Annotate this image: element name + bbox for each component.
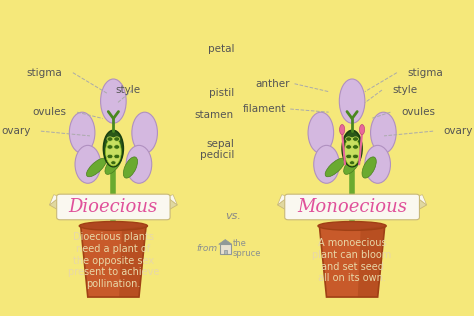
Ellipse shape [344, 154, 361, 174]
Ellipse shape [69, 112, 95, 153]
Polygon shape [49, 197, 60, 211]
Ellipse shape [79, 222, 147, 230]
Ellipse shape [314, 145, 339, 183]
Text: vs.: vs. [225, 211, 241, 222]
Ellipse shape [132, 112, 157, 153]
Text: petal: petal [208, 44, 234, 54]
Ellipse shape [86, 158, 106, 177]
Circle shape [114, 145, 120, 149]
Ellipse shape [106, 137, 121, 166]
Circle shape [114, 154, 120, 159]
Text: Dioecious: Dioecious [69, 198, 158, 216]
Circle shape [107, 137, 113, 141]
Ellipse shape [365, 145, 391, 183]
Polygon shape [277, 197, 288, 211]
Polygon shape [277, 195, 288, 205]
Ellipse shape [325, 158, 345, 177]
Circle shape [349, 161, 355, 165]
Text: A monoecious
plant can bloom
and set seed
all on its own.: A monoecious plant can bloom and set see… [312, 238, 392, 283]
Polygon shape [81, 226, 146, 297]
Ellipse shape [371, 112, 396, 153]
Text: ovules: ovules [401, 107, 435, 117]
Text: pedicil: pedicil [200, 150, 234, 160]
Polygon shape [319, 226, 385, 297]
Ellipse shape [362, 157, 376, 178]
Ellipse shape [103, 130, 123, 167]
Text: filament: filament [243, 104, 286, 114]
Polygon shape [416, 195, 427, 205]
Polygon shape [219, 240, 232, 244]
FancyBboxPatch shape [57, 194, 170, 220]
Text: Monoecious: Monoecious [297, 198, 407, 216]
Ellipse shape [342, 130, 362, 167]
Text: style: style [116, 85, 141, 95]
Circle shape [353, 154, 358, 159]
Text: Dioecious plants
need a plant of
the opposite sex
present to achieve
pollination: Dioecious plants need a plant of the opp… [68, 233, 159, 289]
Circle shape [114, 137, 120, 141]
Ellipse shape [100, 79, 126, 123]
Ellipse shape [344, 137, 360, 166]
Ellipse shape [339, 79, 365, 123]
Text: stigma: stigma [27, 68, 62, 78]
Ellipse shape [308, 112, 334, 153]
Text: pistil: pistil [209, 88, 234, 98]
Circle shape [346, 154, 352, 159]
Text: stamen: stamen [195, 110, 234, 120]
Circle shape [346, 137, 352, 141]
Circle shape [353, 137, 358, 141]
FancyBboxPatch shape [224, 250, 227, 254]
Ellipse shape [126, 145, 152, 183]
Ellipse shape [123, 157, 137, 178]
Ellipse shape [318, 222, 386, 230]
Text: ovary: ovary [444, 126, 473, 136]
Text: from: from [197, 244, 218, 252]
Text: sepal: sepal [206, 139, 234, 149]
Text: stigma: stigma [408, 68, 443, 78]
Polygon shape [49, 195, 60, 205]
Circle shape [107, 145, 113, 149]
Circle shape [353, 145, 358, 149]
Text: style: style [392, 85, 418, 95]
Polygon shape [416, 197, 427, 211]
Circle shape [346, 145, 352, 149]
Ellipse shape [339, 125, 345, 135]
Text: anther: anther [256, 79, 290, 89]
Circle shape [107, 154, 113, 159]
Polygon shape [358, 226, 385, 297]
Polygon shape [119, 226, 146, 297]
Text: ovules: ovules [33, 107, 66, 117]
FancyBboxPatch shape [220, 244, 231, 254]
FancyBboxPatch shape [285, 194, 419, 220]
Circle shape [111, 161, 116, 165]
Ellipse shape [75, 145, 100, 183]
Polygon shape [167, 197, 177, 211]
Ellipse shape [359, 125, 365, 135]
Ellipse shape [105, 154, 122, 174]
Polygon shape [167, 195, 177, 205]
Text: the
spruce: the spruce [233, 239, 261, 258]
Text: ovary: ovary [1, 126, 30, 136]
